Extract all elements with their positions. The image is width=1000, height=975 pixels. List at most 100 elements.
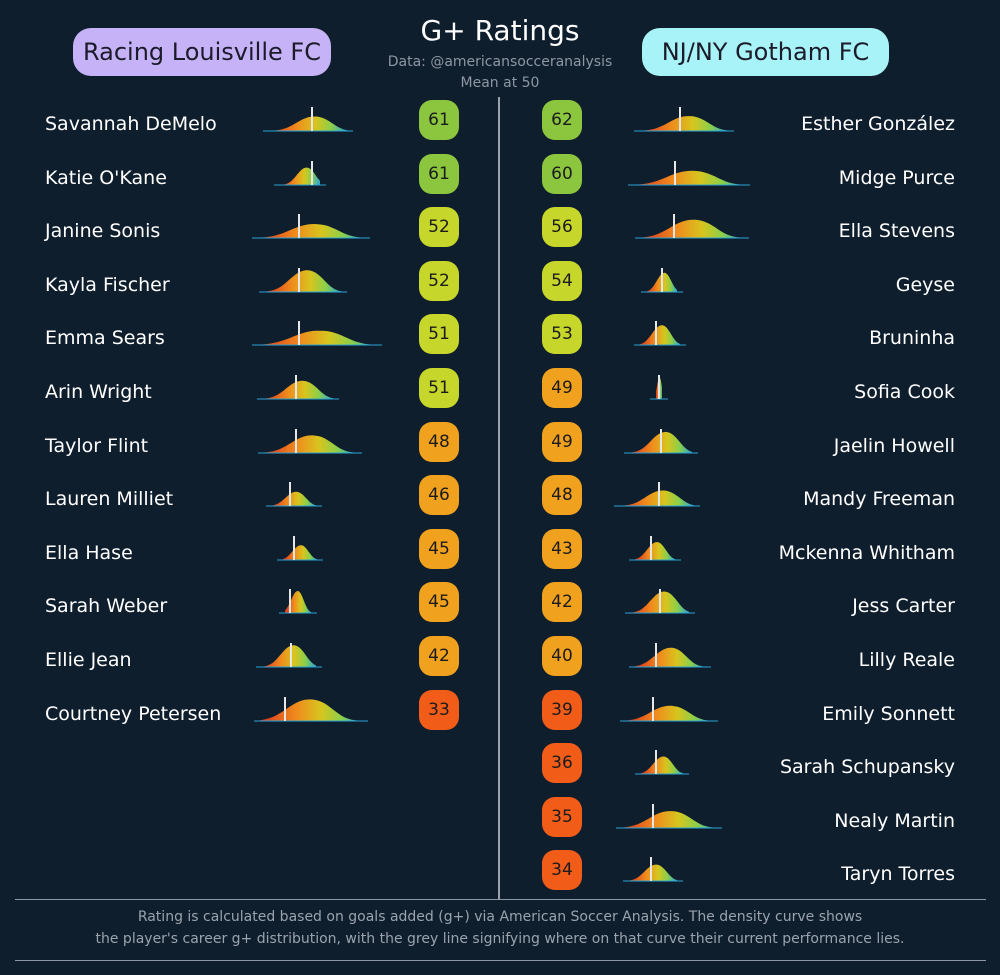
player-name: Kayla Fischer: [45, 273, 170, 296]
footer-divider-bottom: [15, 960, 986, 961]
player-row: Sarah Schupansky 36: [0, 740, 1000, 794]
player-name: Arin Wright: [45, 381, 152, 403]
density-curve: [263, 107, 353, 132]
density-area: [640, 116, 728, 131]
density-area: [263, 380, 333, 399]
density-curve: [634, 107, 734, 132]
player-name: Sarah Schupansky: [779, 756, 955, 779]
player-row: Nealy Martin 35: [0, 794, 1000, 848]
rating-badge: 34: [542, 850, 582, 891]
player-name: Emma Sears: [45, 327, 165, 350]
player-row: Sofia Cook 49: [0, 365, 1000, 419]
density-curve: [252, 321, 382, 346]
density-curve: [614, 482, 700, 507]
player-name: Ella Hase: [45, 541, 133, 564]
density-curve: [266, 482, 322, 507]
density-curve: [277, 535, 323, 561]
density-curve: [624, 428, 698, 454]
density-curve: [274, 160, 326, 186]
player-row: Taryn Torres 34: [0, 847, 1000, 901]
player-row: Midge Purce 60: [0, 151, 1000, 205]
player-row: Bruninha 53: [0, 311, 1000, 365]
density-area: [265, 270, 341, 292]
player-row: Emma Sears 51: [0, 311, 1000, 365]
rating-badge: 51: [419, 314, 459, 355]
density-area: [634, 170, 744, 185]
player-row: Ella Hase 45: [0, 526, 1000, 580]
density-area: [641, 756, 683, 775]
player-name: Geyse: [895, 273, 955, 296]
player-name: Jess Carter: [852, 595, 955, 618]
player-name: Nealy Martin: [834, 809, 955, 832]
player-row: Esther González 62: [0, 97, 1000, 151]
density-curve: [254, 696, 368, 722]
player-name: Mckenna Whitham: [778, 541, 955, 564]
rating-badge: 39: [542, 689, 582, 730]
rating-badge: 53: [542, 314, 582, 355]
rating-badge: 48: [542, 475, 582, 516]
density-curve: [635, 750, 689, 775]
player-row: Savannah DeMelo 61: [0, 97, 1000, 151]
density-curve: [641, 267, 683, 293]
density-curve: [650, 375, 668, 400]
density-curve: [623, 857, 683, 882]
center-divider: [498, 97, 500, 899]
player-name: Emily Sonnett: [822, 702, 955, 725]
player-name: Taylor Flint: [45, 434, 149, 457]
player-row: Mckenna Whitham 43: [0, 526, 1000, 580]
density-curve: [634, 321, 686, 346]
density-curve: [625, 589, 695, 614]
player-row: Emily Sonnett 39: [0, 687, 1000, 741]
density-area: [629, 864, 677, 882]
rating-badge: 49: [542, 368, 582, 408]
rating-badge: 48: [419, 421, 459, 462]
rating-badge: 61: [419, 153, 459, 194]
density-area: [285, 591, 311, 614]
density-area: [620, 490, 694, 507]
density-area: [258, 224, 364, 239]
rating-badge: 36: [542, 743, 582, 784]
density-curve: [629, 535, 681, 561]
density-curve: [279, 589, 317, 614]
rating-badge: 43: [542, 528, 582, 569]
player-name: Sarah Weber: [45, 595, 168, 618]
rating-badge: 56: [542, 207, 582, 248]
player-row: Taylor Flint 48: [0, 419, 1000, 473]
density-curve: [256, 643, 322, 668]
rating-badge: 54: [542, 260, 582, 301]
player-name: Savannah DeMelo: [45, 113, 217, 135]
chart-subtitle: Data: @americansocceranalysis: [387, 54, 613, 70]
density-area: [626, 705, 712, 721]
density-area: [269, 116, 347, 131]
footer-note-line-2: the player's career g+ distribution, wit…: [95, 931, 905, 947]
rating-badge: 51: [419, 368, 459, 408]
density-area: [262, 645, 316, 667]
density-area: [640, 325, 680, 346]
player-name: Sofia Cook: [854, 381, 955, 403]
footer-note-line-1: Rating is calculated based on goals adde…: [137, 909, 863, 925]
player-row: Jess Carter 42: [0, 579, 1000, 633]
player-row: Geyse 54: [0, 258, 1000, 312]
player-row: Jaelin Howell 49: [0, 419, 1000, 473]
density-area: [635, 541, 675, 560]
density-curve: [257, 375, 339, 400]
density-curve: [258, 428, 362, 454]
player-row: Arin Wright 51: [0, 365, 1000, 419]
rating-badge: 49: [542, 421, 582, 462]
density-curve: [616, 803, 722, 829]
rating-badge: 42: [419, 636, 459, 676]
mean-note: Mean at 50: [460, 75, 540, 91]
rating-badge: 45: [419, 528, 459, 569]
rating-badge: 46: [419, 475, 459, 516]
player-name: Midge Purce: [838, 166, 955, 189]
density-area: [635, 647, 705, 667]
player-row: Courtney Petersen 33: [0, 687, 1000, 741]
rating-badge: 62: [542, 100, 582, 140]
density-area: [622, 810, 716, 828]
density-area: [280, 167, 320, 185]
player-row: Ellie Jean 42: [0, 633, 1000, 687]
density-area: [641, 219, 743, 239]
density-area: [264, 434, 356, 453]
player-row: Katie O'Kane 61: [0, 151, 1000, 205]
player-name: Bruninha: [869, 327, 955, 350]
